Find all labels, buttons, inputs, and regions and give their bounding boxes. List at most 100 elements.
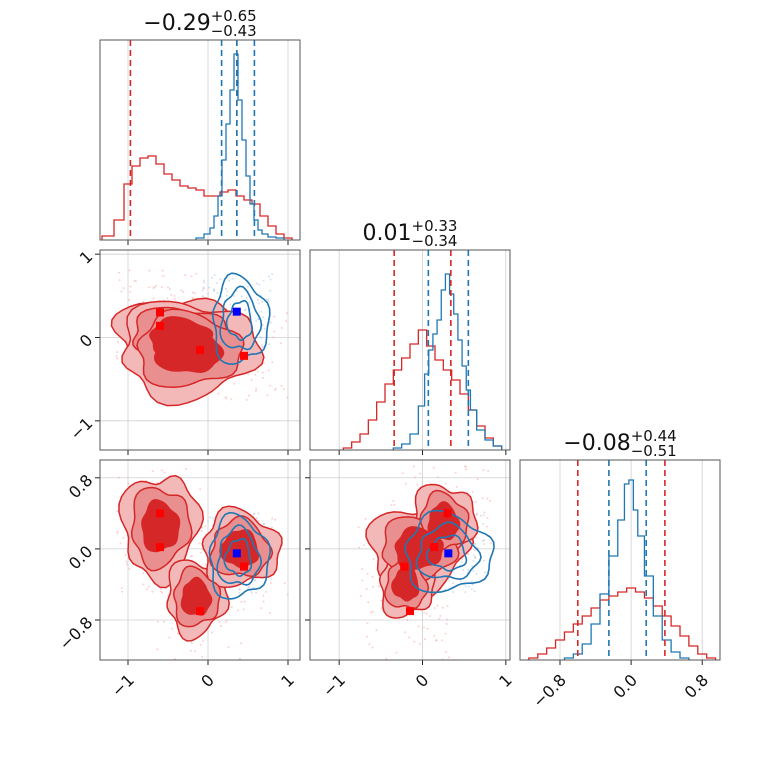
sample-point: [202, 286, 205, 289]
sample-point: [161, 469, 164, 472]
sample-point: [265, 590, 268, 593]
sample-point: [122, 287, 125, 290]
sample-point: [240, 600, 243, 603]
sample-point: [467, 585, 470, 588]
sample-point: [184, 273, 187, 276]
sample-point: [195, 272, 198, 275]
x-tick-label: 1: [495, 670, 516, 691]
red-contour: [391, 567, 420, 602]
sample-point: [267, 275, 270, 278]
sample-point: [254, 373, 257, 376]
sample-point: [225, 397, 228, 400]
sample-point: [479, 514, 482, 517]
sample-point: [119, 542, 122, 545]
sample-point: [438, 617, 441, 620]
sample-point: [366, 622, 369, 625]
sample-point: [444, 632, 447, 635]
sample-point: [190, 275, 193, 278]
sample-point: [433, 635, 436, 638]
sample-point: [156, 648, 159, 651]
red-mode-marker: [406, 607, 414, 616]
panel-1-0: [95, 249, 301, 455]
sample-point: [152, 470, 155, 473]
blue-histogram: [195, 53, 285, 240]
sample-point: [465, 468, 468, 471]
sample-point: [217, 392, 220, 395]
sample-point: [437, 476, 440, 479]
sample-point: [271, 517, 274, 520]
sample-point: [439, 614, 442, 617]
sample-point: [255, 320, 258, 323]
sample-point: [166, 297, 169, 300]
sample-point: [267, 369, 270, 372]
sample-point: [401, 472, 404, 475]
sample-point: [286, 396, 289, 399]
x-tick-label: 0.0: [610, 670, 641, 701]
sample-point: [357, 526, 360, 529]
sample-point: [199, 551, 202, 554]
sample-point: [198, 542, 201, 545]
sample-point: [246, 285, 249, 288]
sample-point: [225, 619, 228, 622]
sample-point: [489, 499, 492, 502]
sample-point: [285, 312, 288, 315]
sample-point: [470, 587, 473, 590]
sample-point: [268, 384, 271, 387]
sample-point: [260, 607, 263, 610]
sample-point: [423, 638, 426, 641]
sample-point: [208, 286, 211, 289]
red-mode-marker: [240, 351, 248, 360]
sample-point: [245, 398, 248, 401]
x-tick-label: 0: [412, 670, 433, 691]
sample-point: [192, 297, 195, 300]
sample-point: [418, 642, 421, 645]
sample-point: [375, 629, 378, 632]
sample-point: [153, 286, 156, 289]
sample-point: [262, 594, 265, 597]
sample-point: [282, 387, 285, 390]
sample-point: [256, 298, 259, 301]
sample-point: [393, 503, 396, 506]
sample-point: [366, 572, 369, 575]
blue-contour: [223, 537, 253, 578]
sample-point: [412, 465, 415, 468]
sample-point: [262, 362, 265, 365]
sample-point: [142, 572, 145, 575]
sample-point: [142, 583, 145, 586]
sample-point: [152, 297, 155, 300]
sample-point: [271, 273, 274, 276]
sample-point: [257, 512, 260, 515]
blue-contour: [219, 285, 263, 351]
sample-point: [191, 291, 194, 294]
sample-point: [423, 626, 426, 629]
sample-point: [269, 278, 272, 281]
sample-point: [408, 636, 411, 639]
sample-point: [367, 601, 370, 604]
sample-point: [151, 590, 154, 593]
sample-point: [129, 285, 132, 288]
sample-point: [446, 605, 449, 608]
sample-point: [182, 290, 185, 293]
panel-frame: [309, 249, 511, 451]
sample-point: [248, 394, 251, 397]
sample-point: [483, 559, 486, 562]
sample-point: [370, 611, 373, 614]
sample-point: [272, 336, 275, 339]
panel-2-0: [95, 459, 301, 665]
sample-point: [482, 514, 485, 517]
sample-point: [128, 567, 131, 570]
sample-point: [483, 543, 486, 546]
sample-point: [227, 645, 230, 648]
panel-0-0: [99, 39, 301, 245]
sample-point: [474, 536, 477, 539]
sample-point: [441, 639, 444, 642]
sample-point: [380, 607, 383, 610]
panel-frame: [519, 459, 721, 661]
sample-point: [448, 656, 451, 659]
sample-point: [435, 639, 438, 642]
red-mode-marker: [156, 321, 164, 330]
sample-point: [482, 523, 485, 525]
sample-point: [269, 581, 272, 584]
sample-point: [414, 476, 417, 479]
